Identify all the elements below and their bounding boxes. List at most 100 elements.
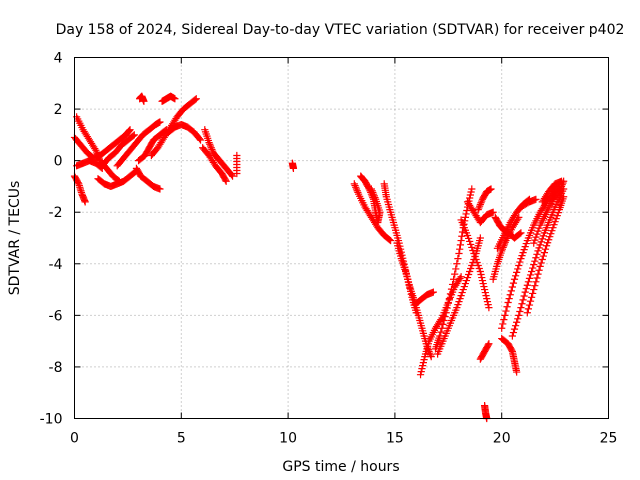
data-point (456, 245, 464, 253)
data-point (458, 288, 466, 297)
data-point (509, 279, 518, 287)
data-point (536, 241, 544, 249)
data-point (485, 340, 493, 348)
data-point (418, 365, 426, 373)
data-point (455, 298, 463, 306)
data-point (532, 278, 540, 286)
data-point (461, 279, 469, 288)
x-tick-label: 20 (493, 431, 511, 447)
plot-frame (74, 57, 609, 419)
data-point (519, 296, 527, 304)
data-point (531, 282, 539, 290)
data-point (536, 262, 544, 270)
data-point (471, 252, 479, 261)
data-point (479, 279, 487, 288)
data-point (521, 288, 529, 296)
data-point (545, 236, 553, 244)
data-point (156, 185, 164, 193)
data-point (140, 97, 148, 105)
data-point (530, 261, 538, 269)
data-point (454, 255, 462, 263)
data-point (532, 233, 540, 241)
data-point (505, 294, 513, 303)
data-point (533, 230, 541, 238)
data-point (468, 243, 476, 252)
data-point (385, 236, 394, 244)
data-point (509, 328, 518, 337)
data-point (552, 215, 560, 223)
data-point (557, 177, 566, 185)
data-point (446, 290, 455, 298)
data-point (126, 126, 134, 134)
data-point (521, 242, 529, 251)
data-points (70, 92, 568, 423)
data-point (539, 252, 547, 260)
data-point (510, 275, 519, 283)
x-axis-label: GPS time / hours (282, 459, 399, 475)
data-point (546, 233, 554, 241)
data-point (507, 287, 515, 295)
data-point (441, 313, 449, 321)
data-point (525, 274, 534, 282)
data-point (529, 289, 537, 298)
data-point (467, 188, 475, 196)
y-tick-label: 2 (54, 102, 63, 118)
data-point (463, 206, 471, 215)
data-point (427, 353, 435, 361)
data-point (532, 195, 540, 203)
y-tick-label: -2 (49, 205, 63, 221)
x-tick-label: 5 (177, 431, 186, 447)
data-point (516, 230, 524, 238)
data-point (484, 341, 492, 349)
data-point (528, 267, 536, 276)
data-point (481, 285, 489, 294)
data-point (531, 236, 539, 244)
data-point (463, 273, 472, 282)
data-point (476, 267, 484, 276)
axis-ticks: 0 5 10 15 20 25 -10 -8 -6 -4 -2 0 2 4 (40, 51, 618, 447)
data-point (444, 299, 452, 307)
data-point (475, 264, 483, 273)
data-point (485, 304, 493, 312)
data-point (387, 236, 395, 245)
data-point (553, 212, 561, 220)
data-point (508, 283, 516, 291)
data-point (221, 176, 230, 184)
data-point (420, 356, 428, 364)
data-point (463, 231, 472, 240)
x-tick-label: 15 (386, 431, 404, 447)
data-point (483, 298, 492, 306)
data-point (452, 265, 460, 273)
data-point (513, 368, 521, 376)
data-point (453, 304, 461, 312)
data-point (473, 258, 481, 267)
data-point (551, 218, 559, 226)
data-point (129, 132, 137, 140)
data-point (538, 235, 546, 243)
data-point (466, 191, 474, 199)
data-point (478, 273, 486, 282)
data-point (522, 239, 530, 248)
data-point (506, 291, 514, 299)
data-point (500, 316, 508, 324)
data-point (537, 238, 545, 246)
data-point (472, 255, 480, 264)
data-point (476, 234, 484, 242)
data-point (526, 297, 535, 305)
y-tick-label: 4 (54, 51, 63, 67)
data-point (464, 270, 473, 279)
data-point (487, 185, 495, 193)
data-point (459, 285, 467, 294)
data-point (533, 274, 541, 282)
data-point (540, 249, 549, 257)
data-point (125, 126, 133, 135)
data-point (544, 239, 552, 247)
data-point (467, 264, 475, 273)
data-point (469, 246, 477, 255)
data-point (460, 282, 468, 291)
data-point (549, 224, 557, 232)
data-point (439, 320, 447, 328)
data-point (535, 244, 543, 252)
data-point (531, 257, 539, 265)
